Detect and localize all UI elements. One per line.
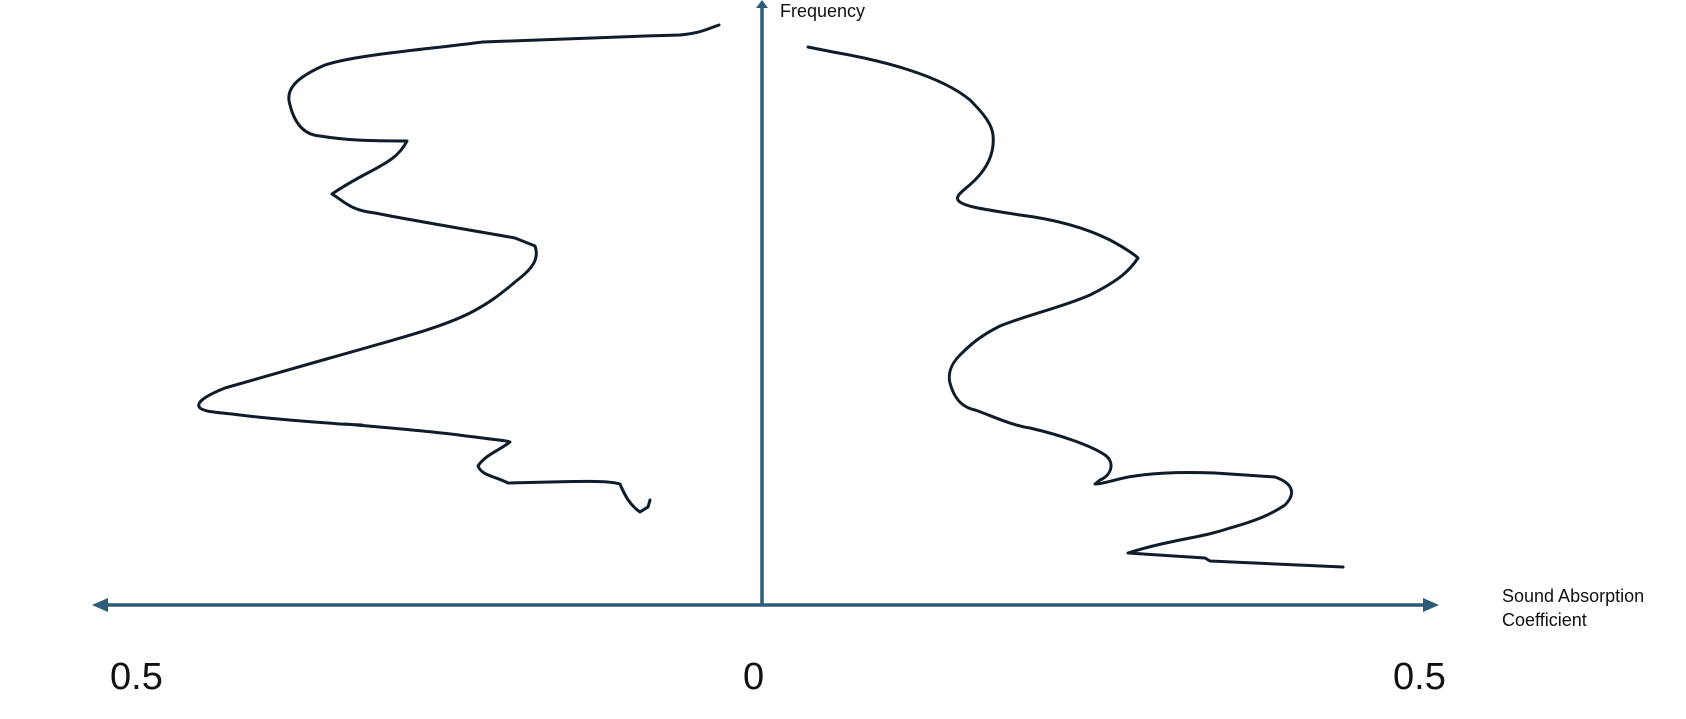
x-axis-title-line-2: Coefficient [1502,610,1587,630]
tick-label-right: 0.5 [1393,656,1446,698]
tick-label-left: 0.5 [110,656,163,698]
y-axis-title: Frequency [780,1,866,21]
x-axis-title: Sound Absorption Coefficient [1502,584,1644,632]
right-absorption-curve [806,45,1345,569]
y-axis-arrowhead [756,0,768,8]
left-absorption-curve [197,23,721,514]
x-axis-title-line-1: Sound Absorption [1502,586,1645,606]
x-axis-left-arrowhead [92,598,108,612]
x-axis-right-arrowhead [1423,598,1439,612]
tick-label-center: 0 [743,656,765,698]
